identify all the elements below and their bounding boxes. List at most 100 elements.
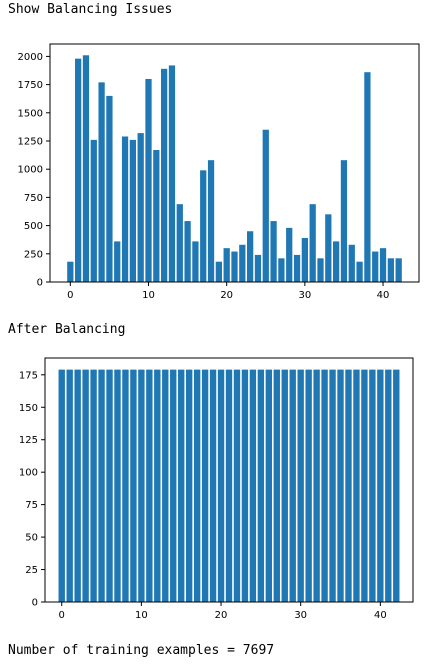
bar [297,369,304,602]
bar [66,369,73,602]
bar [90,369,97,602]
bar [153,150,160,282]
y-tick-label: 150 [19,403,38,414]
bar [207,160,215,282]
chart-before-balancing: 0 250 500 750 1000 1250 1500 1750 2000 0 10 20 30 40 [0,28,425,308]
bar [192,241,199,282]
bar [161,68,168,282]
output-caption-1: Show Balancing Issues [8,2,173,17]
bar [278,258,285,282]
y-tick-label: 100 [19,468,38,479]
y-tick-label: 500 [24,221,43,232]
chart-after-balancing: 0 25 50 75 100 125 150 175 0 10 20 30 40 [0,348,425,628]
bar [257,369,265,602]
bar [313,369,320,602]
bar [369,369,376,602]
bar [270,221,277,282]
bar [82,55,90,283]
bar [130,369,137,602]
y-tick-label: 25 [25,565,38,576]
bar [193,369,201,602]
bar [377,369,384,602]
bar [348,244,355,282]
bar [247,231,254,282]
bar [309,204,316,282]
bar [379,248,387,282]
bar [337,369,344,602]
bar [114,369,121,602]
x-tick-label: 0 [59,610,65,621]
x-tick-label: 20 [220,290,233,301]
bar-chart-before: 0 250 500 750 1000 1250 1500 1750 2000 0 10 20 30 40 [18,43,420,301]
bar [178,369,185,602]
output-caption-2: After Balancing [8,322,126,337]
bar [215,261,222,282]
bar [146,369,153,602]
bar [231,251,238,282]
bar [162,369,169,602]
x-tick-label: 30 [294,610,307,621]
bar [122,369,129,602]
bar [75,58,82,282]
bar [121,136,129,282]
bar [361,369,368,602]
x-tick-label: 0 [67,290,73,301]
bar [333,241,340,282]
bar [82,369,89,602]
bar [241,369,249,602]
bar [356,261,363,282]
bar [345,369,352,602]
bar [58,369,65,602]
bar [200,170,207,282]
bar [265,369,273,602]
bar [138,369,145,602]
bar [372,251,379,282]
bar [364,72,371,282]
bar [185,369,193,602]
bar [395,258,402,282]
x-tick-label: 40 [374,610,387,621]
plot-frame [44,357,414,603]
y-tick-label: 75 [25,500,38,511]
y-tick-label: 0 [37,278,43,289]
x-tick-label: 10 [142,290,155,301]
bar [170,369,177,602]
bar [106,95,113,282]
bar [145,78,152,282]
bar [239,244,246,282]
bar [184,221,191,282]
bar [254,254,262,282]
training-examples-count: Number of training examples = 7697 [8,643,275,658]
bar [301,238,308,282]
y-tick-label: 1250 [18,137,43,148]
bar [168,65,176,282]
bar [233,369,241,602]
bar [289,369,296,602]
bar [98,369,105,602]
x-tick-label: 20 [215,610,228,621]
bar [340,160,348,282]
bar [353,369,360,602]
bar [273,369,280,602]
y-tick-label: 2000 [18,52,43,63]
bar [393,369,400,602]
bar [329,369,336,602]
bar [387,258,394,282]
y-tick-label: 1750 [18,80,43,91]
y-tick-label: 1000 [18,165,43,176]
bar [114,241,121,282]
bar [90,139,97,282]
bar [385,369,392,602]
bar [249,369,257,602]
bar [305,369,312,602]
bar [321,369,328,602]
bar [317,258,324,282]
y-tick-label: 1500 [18,108,43,119]
y-tick-label: 50 [25,533,38,544]
bar [281,369,288,602]
bar [209,369,217,602]
bar-chart-after: 0 25 50 75 100 125 150 175 0 10 20 30 40 [19,357,414,621]
bar [176,204,183,282]
y-tick-label: 0 [32,598,38,609]
y-tick-label: 125 [19,435,38,446]
